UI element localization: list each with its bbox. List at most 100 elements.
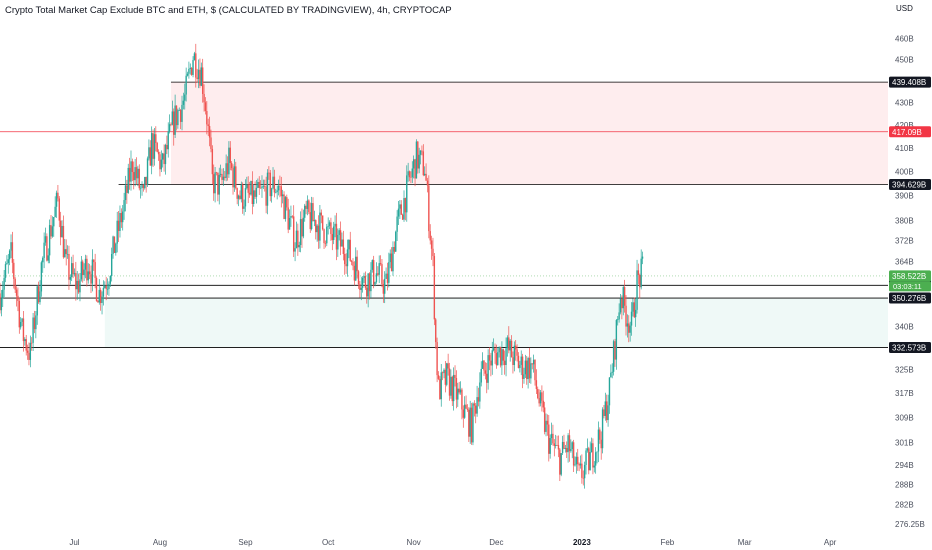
candle-body (294, 248, 296, 252)
candle-body (174, 105, 176, 135)
candle-body (436, 342, 438, 376)
candle-body (69, 277, 72, 280)
candle-body (468, 409, 470, 437)
y-tick-label-4: 410B (895, 144, 914, 153)
candle-body (91, 259, 94, 284)
candle-body (633, 302, 635, 318)
candle-body (50, 225, 52, 237)
candle-body (590, 443, 593, 453)
candle-body (578, 464, 580, 466)
candle-body (574, 464, 576, 466)
level-tag-5: 332.573B (892, 343, 926, 352)
candle-body (570, 449, 572, 452)
candle-body (545, 420, 547, 432)
candle-body (469, 407, 471, 437)
candle-body (559, 449, 561, 475)
x-axis[interactable]: Jul Aug Sep Oct Nov Dec 2023 Feb Mar Apr (69, 538, 836, 547)
candle-body (563, 441, 565, 449)
candle-body (33, 317, 36, 330)
candle-body (382, 284, 385, 294)
candle-body (139, 187, 142, 189)
candle-body (228, 147, 230, 175)
candle-body (541, 392, 543, 401)
candle-body (520, 356, 522, 365)
candle-body (388, 262, 390, 283)
candle-body (162, 153, 164, 160)
candle-body (62, 225, 65, 258)
candle-body (528, 358, 531, 379)
candle-body (568, 435, 571, 452)
candle-body (392, 247, 394, 272)
candle-body (253, 190, 255, 204)
candle-body (156, 142, 158, 152)
candle-body (291, 215, 294, 217)
candle-body (475, 405, 477, 414)
candle-body (515, 345, 517, 350)
candle-body (443, 369, 445, 374)
candle-body (371, 260, 373, 270)
candle-body (614, 341, 616, 360)
candle-body (304, 205, 306, 218)
candle-body (352, 261, 354, 266)
candle-body (251, 181, 254, 204)
candle-body (77, 280, 80, 293)
y-axis[interactable]: 460B 450B 430B 420B 410B 400B 390B 380B 372B 364B… (895, 34, 925, 529)
candle-body (446, 363, 448, 385)
last-price-tag-bg (889, 270, 931, 282)
candle-body (312, 203, 314, 222)
candle-body (339, 230, 342, 247)
candle-body (84, 258, 87, 270)
candle-body (553, 443, 556, 446)
candle-body (179, 110, 182, 122)
candle-body (13, 262, 15, 279)
candle-body (117, 220, 120, 231)
y-tick-label-10: 340B (895, 322, 914, 331)
candle-body (135, 167, 138, 179)
candle-body (537, 389, 539, 399)
candle-body (75, 273, 77, 290)
candle-body (93, 259, 95, 263)
candle-body (11, 242, 14, 263)
candle-body (535, 380, 538, 390)
candle-body (330, 222, 332, 235)
candle-body (171, 111, 174, 125)
candle-body (3, 277, 5, 290)
candle-body (334, 223, 336, 227)
candle-body (272, 176, 274, 189)
candle-body (164, 144, 167, 165)
candle-body (232, 168, 234, 188)
candle-body (356, 256, 358, 272)
candle-body (95, 277, 98, 301)
candle-body (153, 134, 156, 159)
candle-body (588, 448, 590, 471)
candle-body (210, 137, 212, 149)
candle-body (632, 302, 634, 312)
candle-body (233, 166, 236, 188)
candle-body (24, 339, 26, 342)
candle-body (455, 378, 458, 400)
candle-body (621, 298, 623, 309)
level-tag-1: 417.09B (892, 128, 922, 137)
candle-body (315, 220, 317, 233)
candle-body (457, 388, 459, 400)
candle-body (17, 295, 19, 301)
candle-body (126, 185, 128, 193)
candle-body (112, 236, 114, 254)
candle-body (290, 215, 292, 219)
candle-body (235, 166, 237, 189)
candle-body (163, 153, 165, 165)
candle-body (412, 159, 415, 169)
candle-body (90, 274, 92, 284)
candle-body (145, 176, 147, 185)
candle-body (185, 75, 187, 95)
candle-body (189, 67, 191, 69)
candle-body (55, 192, 58, 207)
candle-body (418, 154, 420, 169)
candle-body (244, 188, 247, 207)
candle-body (386, 273, 389, 283)
candle-body (346, 249, 349, 267)
y-tick-label-6: 390B (895, 192, 914, 201)
candle-body (385, 273, 387, 279)
candle-body (280, 186, 282, 197)
